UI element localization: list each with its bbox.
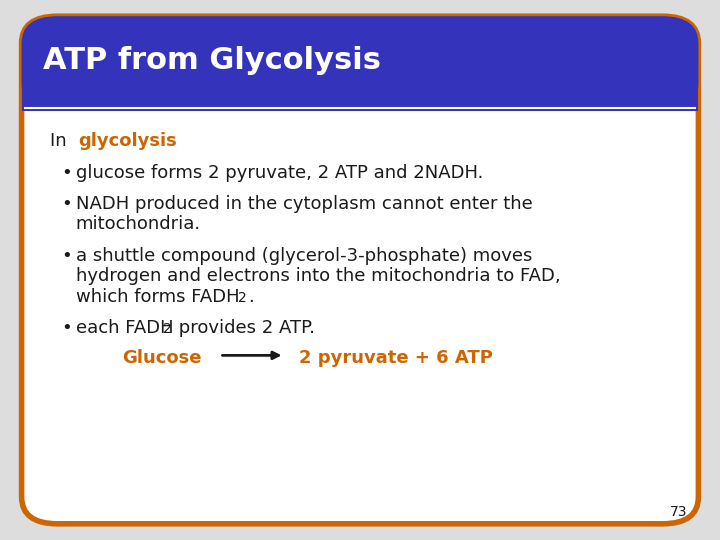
Text: .: . (248, 288, 254, 306)
FancyBboxPatch shape (22, 16, 698, 111)
FancyBboxPatch shape (22, 16, 698, 524)
Text: mitochondria.: mitochondria. (76, 215, 201, 233)
Bar (22, 78, 698, 111)
Text: each FADH: each FADH (76, 319, 174, 337)
Text: 2: 2 (238, 291, 246, 305)
Text: provides 2 ATP.: provides 2 ATP. (173, 319, 315, 337)
Text: In: In (50, 132, 73, 150)
Text: 2 pyruvate + 6 ATP: 2 pyruvate + 6 ATP (299, 349, 492, 367)
Text: ATP from Glycolysis: ATP from Glycolysis (43, 46, 381, 75)
Text: glucose forms 2 pyruvate, 2 ATP and 2NADH.: glucose forms 2 pyruvate, 2 ATP and 2NAD… (76, 164, 483, 181)
Text: glycolysis: glycolysis (78, 132, 176, 150)
Text: 2: 2 (163, 322, 172, 336)
Text: Glucose: Glucose (122, 349, 202, 367)
Text: which forms FADH: which forms FADH (76, 288, 239, 306)
Text: NADH produced in the cytoplasm cannot enter the: NADH produced in the cytoplasm cannot en… (76, 195, 532, 213)
Text: •: • (61, 164, 72, 181)
Text: •: • (61, 195, 72, 213)
Text: a shuttle compound (glycerol-3-phosphate) moves: a shuttle compound (glycerol-3-phosphate… (76, 247, 532, 265)
Text: •: • (61, 319, 72, 337)
Text: •: • (61, 247, 72, 265)
Text: 73: 73 (670, 505, 688, 519)
Text: hydrogen and electrons into the mitochondria to FAD,: hydrogen and electrons into the mitochon… (76, 267, 560, 285)
